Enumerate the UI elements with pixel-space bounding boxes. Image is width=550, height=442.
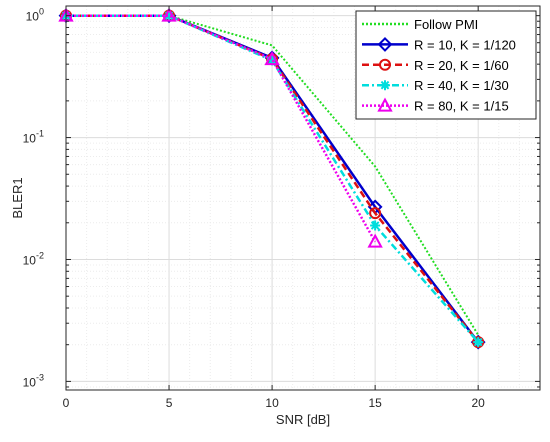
asterisk-marker [164, 10, 175, 21]
diamond-marker [377, 36, 393, 52]
circle-marker [379, 58, 391, 71]
x-tick-label: 5 [166, 396, 173, 410]
legend-label: Follow PMI [414, 17, 478, 32]
legend-entry: R = 80, K = 1/15 [362, 97, 509, 114]
asterisk-marker [267, 55, 278, 66]
x-tick-label: 0 [63, 396, 70, 410]
y-tick-label: 10-1 [23, 129, 44, 146]
legend-label: R = 10, K = 1/120 [414, 37, 516, 52]
legend: Follow PMI R = 10, K = 1/120 R = 20, K = 1… [355, 10, 537, 120]
y-tick-label: 10-3 [23, 372, 44, 389]
legend-label: R = 40, K = 1/30 [414, 78, 509, 93]
legend-entry: R = 40, K = 1/30 [362, 78, 509, 93]
asterisk-marker [473, 337, 484, 348]
x-axis-title: SNR [dB] [276, 412, 330, 427]
triangle-marker [264, 51, 280, 66]
legend-entry: Follow PMI [362, 17, 478, 32]
legend-entry: R = 10, K = 1/120 [362, 36, 516, 52]
y-axis-title: BLER1 [10, 177, 25, 218]
y-tick-label: 10-2 [23, 250, 44, 267]
x-tick-label: 20 [471, 396, 485, 410]
legend-entry: R = 20, K = 1/60 [362, 58, 509, 73]
plot-frame [65, 5, 541, 391]
triangle-marker [367, 233, 383, 248]
legend-label: R = 20, K = 1/60 [414, 58, 509, 73]
tick-layer: 0 5 10 15 20 100 10-1 10-2 10-3 [23, 6, 540, 410]
x-tick-label: 10 [265, 396, 279, 410]
grid-layer [65, 6, 541, 390]
asterisk-marker [370, 220, 381, 231]
x-tick-label: 15 [368, 396, 382, 410]
y-tick-label: 100 [26, 7, 44, 24]
triangle-marker [377, 97, 393, 112]
circle-marker [369, 207, 382, 220]
triangle-marker [161, 7, 177, 22]
asterisk-marker [380, 80, 390, 91]
legend-label: R = 80, K = 1/15 [414, 99, 509, 114]
